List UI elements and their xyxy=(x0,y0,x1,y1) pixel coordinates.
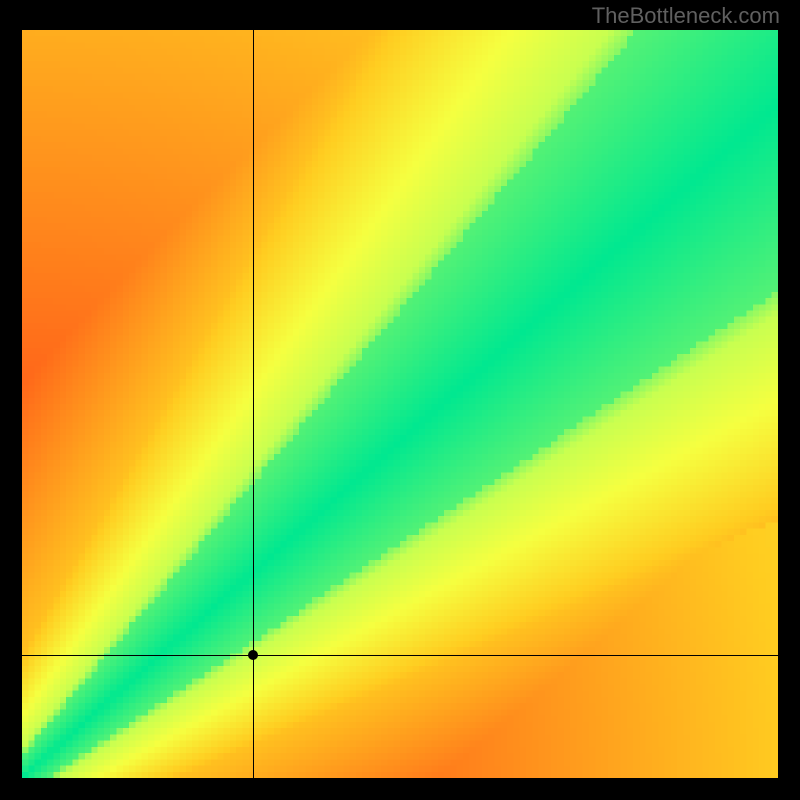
chart-container: TheBottleneck.com xyxy=(0,0,800,800)
crosshair-vertical xyxy=(253,30,254,778)
crosshair-horizontal xyxy=(22,655,778,656)
crosshair-marker xyxy=(248,650,258,660)
attribution-text: TheBottleneck.com xyxy=(592,3,780,29)
heatmap-canvas xyxy=(22,30,778,778)
heatmap-plot xyxy=(22,30,778,778)
